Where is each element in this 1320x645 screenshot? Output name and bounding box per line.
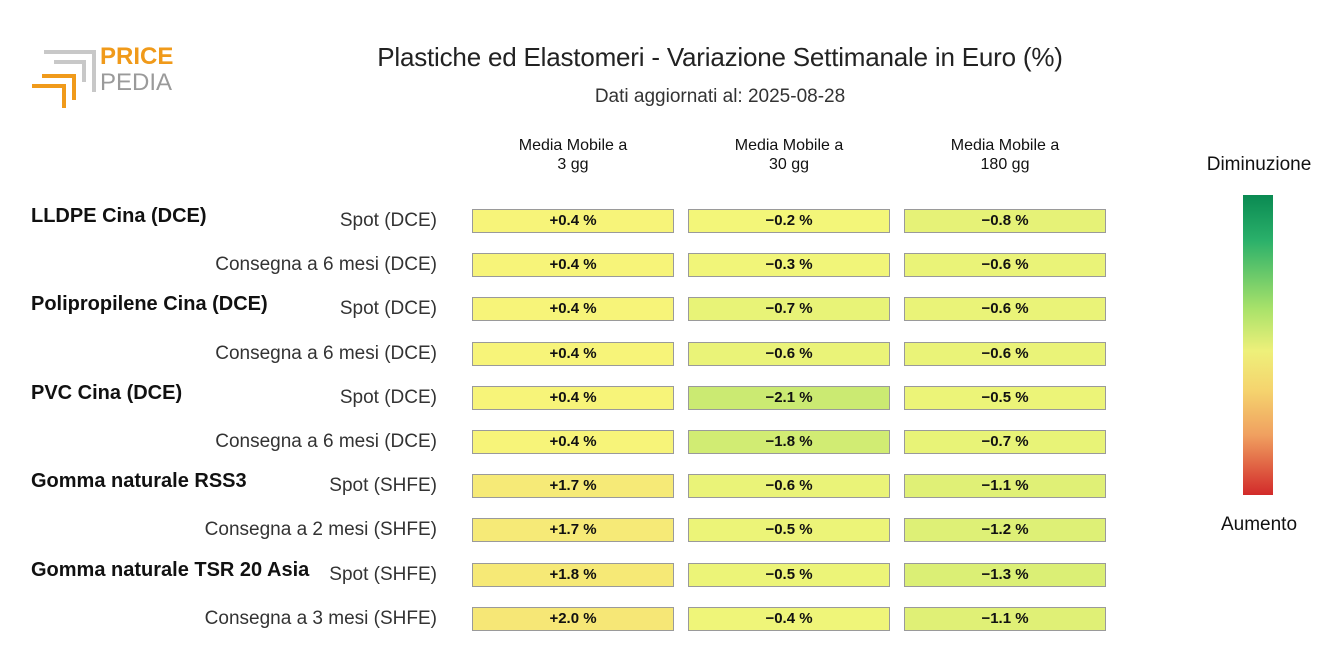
- heatmap-cell: −0.6 %: [904, 253, 1106, 278]
- group-name: Polipropilene Cina (DCE): [31, 293, 268, 316]
- row-label: Consegna a 6 mesi (DCE): [215, 254, 437, 276]
- heatmap-cell: −0.7 %: [904, 430, 1106, 454]
- row-label: Spot (SHFE): [329, 475, 437, 497]
- color-scale-legend: [1243, 195, 1273, 495]
- group-name: Gomma naturale TSR 20 Asia: [31, 558, 310, 581]
- heatmap-cell: +0.4 %: [472, 253, 674, 278]
- heatmap-cell: −0.3 %: [688, 253, 890, 278]
- legend-top-label: Diminuzione: [1206, 154, 1312, 175]
- heatmap-cell: −1.3 %: [904, 562, 1106, 587]
- heatmap-cell: −0.7 %: [688, 297, 890, 322]
- legend-bottom-label: Aumento: [1220, 514, 1298, 535]
- heatmap-cell: +1.7 %: [472, 518, 674, 543]
- column-header-180gg: Media Mobile a 180 gg: [950, 137, 1060, 173]
- row-label: Consegna a 3 mesi (SHFE): [204, 607, 437, 629]
- heatmap-cell: +1.8 %: [472, 562, 674, 587]
- heatmap-cell: +0.4 %: [472, 341, 674, 366]
- heatmap-cell: −1.8 %: [688, 430, 890, 454]
- heatmap-cell: −0.5 %: [904, 385, 1106, 410]
- column-header-30gg: Media Mobile a 30 gg: [734, 137, 844, 173]
- row-label: Spot (DCE): [339, 210, 437, 231]
- heatmap-cell: −0.6 %: [688, 341, 890, 366]
- heatmap-cell: −0.6 %: [904, 341, 1106, 366]
- logo-text-price: PRICE: [100, 43, 173, 70]
- heatmap-cell: +0.4 %: [472, 209, 674, 233]
- row-label: Consegna a 2 mesi (SHFE): [204, 519, 437, 541]
- group-name: LLDPE Cina (DCE): [31, 205, 207, 227]
- row-label: Spot (DCE): [339, 386, 437, 408]
- heatmap-cell: −1.1 %: [904, 606, 1106, 631]
- heatmap-cell: −1.1 %: [904, 474, 1106, 499]
- heatmap-cell: +2.0 %: [472, 606, 674, 631]
- chart-subtitle: Dati aggiornati al: 2025-08-28: [594, 86, 846, 107]
- heatmap-cell: +1.7 %: [472, 474, 674, 499]
- heatmap-cell: +0.4 %: [472, 385, 674, 410]
- pricepedia-logo: PRICE PEDIA: [32, 43, 173, 108]
- group-name: PVC Cina (DCE): [31, 381, 183, 404]
- row-label: Spot (SHFE): [329, 563, 437, 585]
- heatmap-cell: −0.6 %: [688, 474, 890, 499]
- group-name: Gomma naturale RSS3: [31, 470, 247, 493]
- column-header-3gg: Media Mobile a 3 gg: [518, 137, 628, 173]
- logo-text-pedia: PEDIA: [100, 69, 172, 96]
- heatmap-cell: −0.5 %: [688, 562, 890, 587]
- heatmap-cell: −0.2 %: [688, 209, 890, 233]
- heatmap-cell: −0.5 %: [688, 518, 890, 543]
- row-label: Consegna a 6 mesi (DCE): [215, 431, 437, 452]
- heatmap-cell: −0.8 %: [904, 209, 1106, 233]
- chart-title: Plastiche ed Elastomeri - Variazione Set…: [377, 42, 1063, 72]
- row-label: Consegna a 6 mesi (DCE): [215, 342, 437, 364]
- heatmap-cell: −0.4 %: [688, 606, 890, 631]
- heatmap-cell: +0.4 %: [472, 297, 674, 322]
- heatmap-cell: −0.6 %: [904, 297, 1106, 322]
- heatmap-cell: −2.1 %: [688, 385, 890, 410]
- row-label: Spot (DCE): [339, 298, 437, 320]
- heatmap-cell: +0.4 %: [472, 430, 674, 454]
- heatmap-cell: −1.2 %: [904, 518, 1106, 543]
